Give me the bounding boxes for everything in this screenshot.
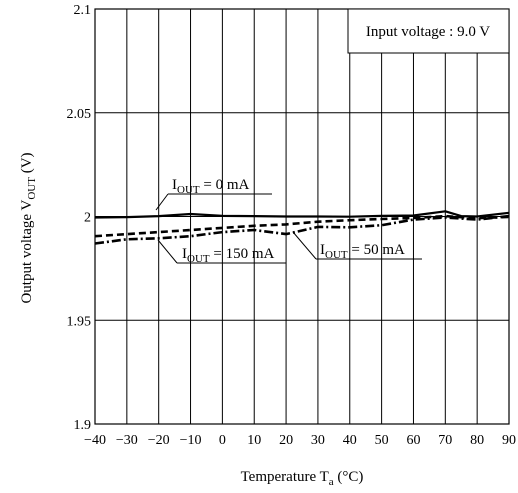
x-tick-label: −10 xyxy=(180,433,202,448)
series-label: IOUT = 50 mA xyxy=(320,242,405,261)
y-tick-label: 1.95 xyxy=(67,314,92,329)
series-line xyxy=(94,210,510,219)
series-callouts: IOUT = 0 mA IOUT = 150 mA IOUT = 50 mA xyxy=(155,177,422,265)
leader-line xyxy=(157,239,178,264)
y-tick-label: 2 xyxy=(84,211,91,226)
leader-line xyxy=(292,231,317,260)
y-tick-label: 2.1 xyxy=(74,3,92,18)
x-tick-label: −40 xyxy=(84,433,106,448)
x-tick-label: −30 xyxy=(116,433,138,448)
series-line xyxy=(94,214,510,245)
annotation-box: Input voltage : 9.0 V xyxy=(347,8,510,54)
x-tick-label: 10 xyxy=(247,433,261,448)
y-axis-label: Output voltage VOUT (V) xyxy=(19,152,38,303)
x-tick-label: 70 xyxy=(438,433,452,448)
x-axis-label: Temperature Ta (°C) xyxy=(241,469,364,488)
x-tick-label: 20 xyxy=(279,433,293,448)
y-tick-label: 1.9 xyxy=(74,418,92,433)
x-tick-label: −20 xyxy=(148,433,170,448)
series-lines xyxy=(94,210,510,245)
annotation-text: Input voltage : 9.0 V xyxy=(366,24,490,40)
series-line xyxy=(94,214,510,238)
x-tick-label: 90 xyxy=(502,433,516,448)
y-tick-label: 2.05 xyxy=(67,107,92,122)
x-axis-ticks: −40 −30 −20 −10 0 10 20 30 40 50 60 70 80 90 xyxy=(84,433,516,448)
y-axis-ticks: 1.9 1.95 2 2.05 2.1 xyxy=(67,3,92,433)
series-label: IOUT = 0 mA xyxy=(172,177,249,196)
leader-line xyxy=(155,193,169,211)
x-tick-label: 40 xyxy=(343,433,357,448)
x-tick-label: 60 xyxy=(406,433,420,448)
x-tick-label: 30 xyxy=(311,433,325,448)
x-tick-label: 80 xyxy=(470,433,484,448)
x-tick-label: 50 xyxy=(375,433,389,448)
x-tick-label: 0 xyxy=(219,433,226,448)
series-label: IOUT = 150 mA xyxy=(182,246,274,265)
